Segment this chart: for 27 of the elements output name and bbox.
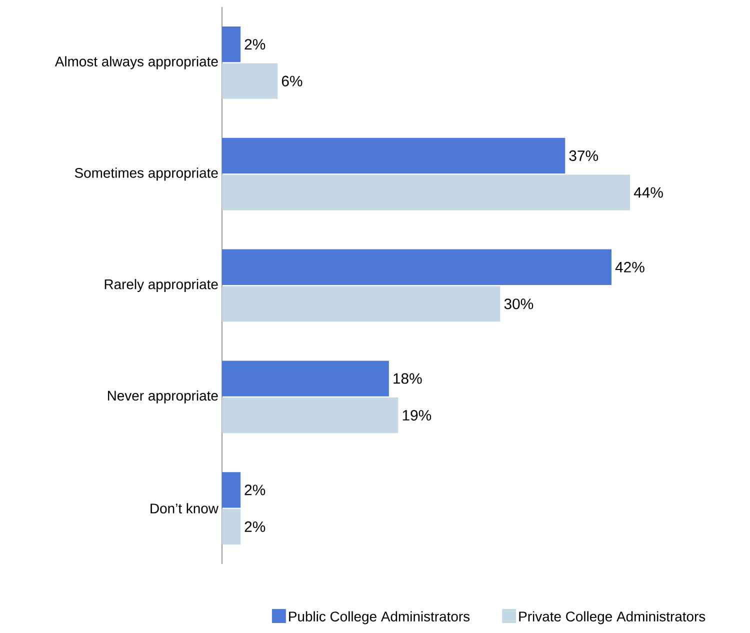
- y-tick-label: Almost always appropriate: [54, 56, 218, 70]
- data-label: 37%: [569, 150, 598, 162]
- y-tick-label: Rarely appropriate: [104, 279, 218, 292]
- data-label: 30%: [504, 298, 534, 310]
- legend-label: Private College Administrators: [519, 611, 706, 624]
- data-label: 18%: [394, 373, 422, 384]
- bar: [222, 63, 278, 99]
- legend-label: Public College Administrators: [289, 611, 470, 624]
- bar: [222, 249, 612, 285]
- bar: [222, 508, 241, 545]
- data-label: 2%: [244, 484, 266, 496]
- bar: [222, 286, 500, 322]
- data-label: 42%: [615, 262, 644, 272]
- bar: [222, 360, 389, 396]
- bar: [222, 397, 398, 434]
- data-label: 2%: [244, 521, 266, 532]
- y-tick-label: Sometimes appropriate: [74, 168, 218, 181]
- y-tick-label: Never appropriate: [108, 390, 218, 404]
- bar: [222, 174, 630, 210]
- data-label: 44%: [634, 187, 663, 198]
- data-label: 19%: [402, 410, 432, 421]
- data-label: 6%: [282, 76, 302, 86]
- bar: [222, 138, 566, 174]
- bar: [222, 26, 241, 62]
- y-tick-label: Don’t know: [150, 503, 218, 514]
- data-label: 2%: [244, 39, 266, 50]
- bar: [222, 472, 241, 508]
